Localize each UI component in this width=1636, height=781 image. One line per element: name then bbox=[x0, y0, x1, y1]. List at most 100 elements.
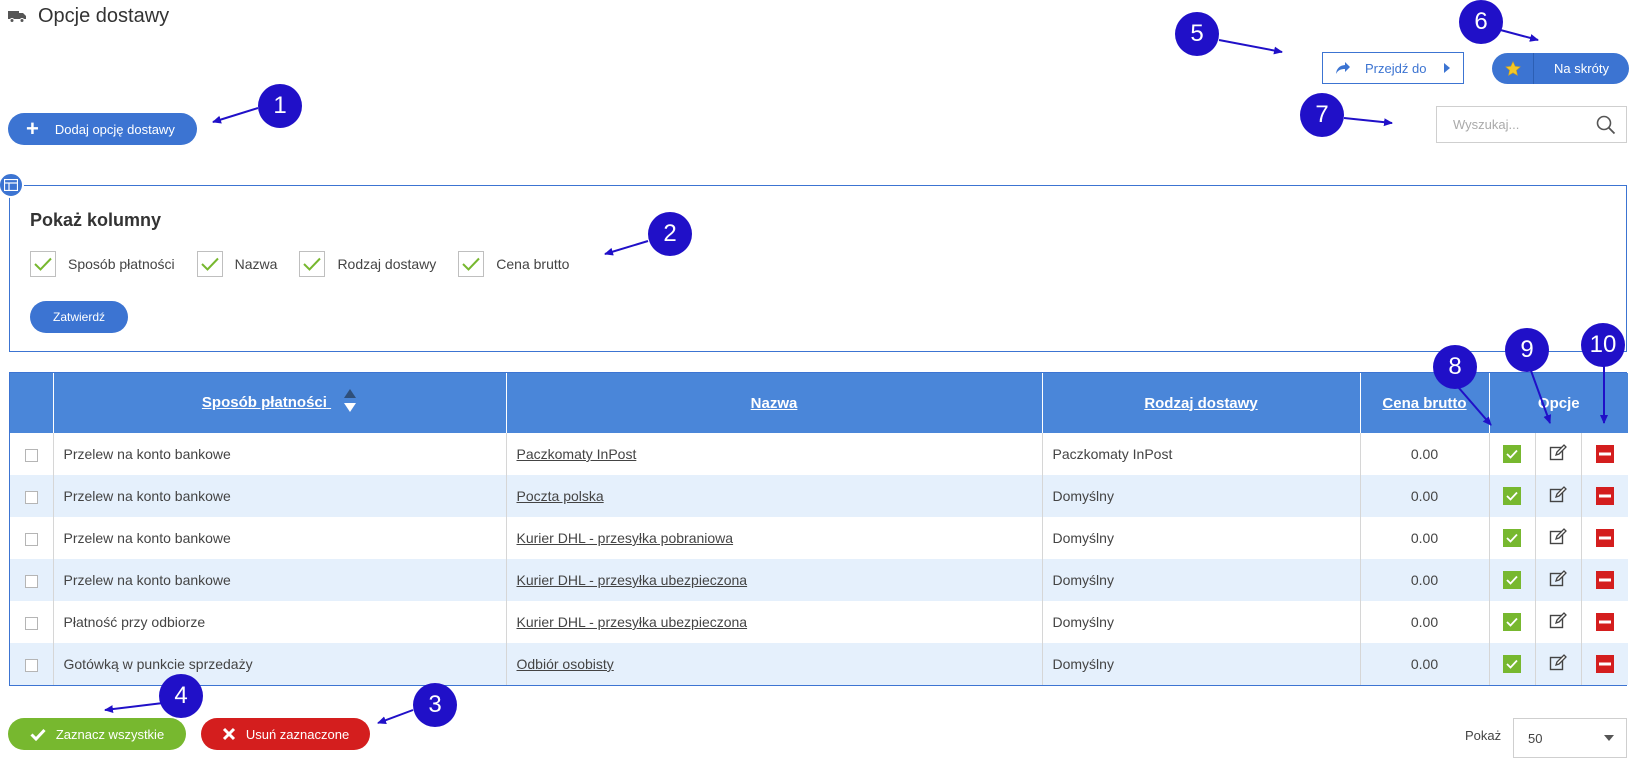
name-link[interactable]: Kurier DHL - przesyłka ubezpieczona bbox=[516, 572, 748, 588]
price-cell: 0.00 bbox=[1360, 433, 1490, 475]
callout-2: 2 bbox=[648, 212, 692, 256]
columns-panel: Pokaż kolumny Sposób płatności Nazwa Rod… bbox=[0, 172, 1627, 352]
name-link[interactable]: Paczkomaty InPost bbox=[516, 446, 637, 462]
check-icon bbox=[462, 257, 480, 271]
edit-cell bbox=[1535, 601, 1582, 643]
edit-icon[interactable] bbox=[1549, 527, 1567, 546]
column-toggle-label: Rodzaj dostawy bbox=[337, 256, 437, 272]
goto-label: Przejdź do bbox=[1365, 60, 1427, 76]
name-cell: Kurier DHL - przesyłka pobraniowa bbox=[506, 517, 1043, 559]
row-checkbox[interactable] bbox=[24, 490, 38, 504]
check-icon bbox=[303, 257, 322, 271]
sort-icon[interactable] bbox=[343, 388, 357, 414]
price-cell: 0.00 bbox=[1360, 601, 1490, 643]
name-link[interactable]: Poczta polska bbox=[516, 488, 604, 504]
column-toggle-name[interactable]: Nazwa bbox=[196, 251, 278, 277]
edit-icon[interactable] bbox=[1549, 653, 1567, 672]
add-delivery-option-label: Dodaj opcję dostawy bbox=[54, 121, 175, 137]
select-all-label: Zaznacz wszystkie bbox=[55, 726, 165, 742]
active-check-icon[interactable] bbox=[1503, 655, 1521, 674]
row-select-cell bbox=[10, 517, 54, 559]
header-name[interactable]: Nazwa bbox=[506, 373, 1043, 433]
column-toggle-price[interactable]: Cena brutto bbox=[458, 251, 569, 277]
checkbox[interactable] bbox=[196, 251, 223, 277]
edit-icon[interactable] bbox=[1549, 569, 1567, 588]
table-row: Gotówką w punkcie sprzedaży Odbiór osobi… bbox=[10, 643, 1628, 685]
page-size-select[interactable]: 50 bbox=[1513, 718, 1627, 758]
shortcuts-button[interactable]: Na skróty bbox=[1492, 53, 1629, 84]
delivery-cell: Paczkomaty InPost bbox=[1042, 433, 1361, 475]
delivery-cell: Domyślny bbox=[1042, 517, 1361, 559]
active-check-icon[interactable] bbox=[1503, 571, 1521, 590]
edit-icon[interactable] bbox=[1549, 611, 1567, 630]
column-toggle-delivery[interactable]: Rodzaj dostawy bbox=[299, 251, 436, 277]
callout-arrow-3 bbox=[377, 709, 414, 724]
edit-icon[interactable] bbox=[1549, 485, 1567, 504]
column-toggle-label: Cena brutto bbox=[496, 256, 570, 272]
row-checkbox[interactable] bbox=[24, 616, 38, 630]
callout-arrow-5 bbox=[1218, 39, 1283, 55]
delete-icon[interactable] bbox=[1595, 487, 1614, 506]
checkbox[interactable] bbox=[30, 251, 56, 277]
row-checkbox[interactable] bbox=[24, 532, 38, 546]
delete-icon[interactable] bbox=[1595, 613, 1614, 632]
row-checkbox[interactable] bbox=[24, 658, 38, 672]
delete-icon[interactable] bbox=[1595, 529, 1614, 548]
goto-button[interactable]: Przejdź do bbox=[1322, 52, 1464, 84]
delete-icon[interactable] bbox=[1595, 571, 1614, 590]
truck-icon bbox=[8, 11, 26, 23]
delete-selected-button[interactable]: Usuń zaznaczone bbox=[201, 718, 370, 750]
name-cell: Kurier DHL - przesyłka ubezpieczona bbox=[506, 559, 1043, 601]
header-options: Opcje bbox=[1537, 394, 1580, 412]
callout-4: 4 bbox=[159, 674, 203, 718]
plus-icon: + bbox=[26, 116, 39, 141]
name-cell: Paczkomaty InPost bbox=[506, 433, 1043, 475]
payment-cell: Płatność przy odbiorze bbox=[53, 601, 507, 643]
name-link[interactable]: Kurier DHL - przesyłka ubezpieczona bbox=[516, 614, 748, 630]
name-link[interactable]: Kurier DHL - przesyłka pobraniowa bbox=[516, 530, 734, 546]
header-select bbox=[10, 373, 54, 433]
delete-cell bbox=[1581, 475, 1628, 517]
page-title: Opcje dostawy bbox=[38, 4, 170, 27]
edit-cell bbox=[1535, 559, 1582, 601]
check-icon bbox=[34, 257, 52, 271]
delete-cell bbox=[1581, 559, 1628, 601]
close-icon bbox=[222, 727, 235, 741]
column-toggle-payment[interactable]: Sposób płatności bbox=[30, 251, 175, 277]
search-icon[interactable] bbox=[1596, 115, 1616, 135]
search-input[interactable] bbox=[1451, 116, 1596, 133]
callout-6: 6 bbox=[1459, 0, 1503, 44]
active-check-icon[interactable] bbox=[1503, 487, 1521, 506]
header-delivery[interactable]: Rodzaj dostawy bbox=[1042, 373, 1361, 433]
name-cell: Poczta polska bbox=[506, 475, 1043, 517]
select-all-button[interactable]: Zaznacz wszystkie bbox=[8, 718, 186, 750]
header-payment[interactable]: Sposób płatności bbox=[53, 373, 507, 433]
row-select-cell bbox=[10, 559, 54, 601]
check-icon bbox=[200, 257, 219, 271]
delivery-cell: Domyślny bbox=[1042, 475, 1361, 517]
edit-icon[interactable] bbox=[1549, 443, 1567, 462]
confirm-columns-button[interactable]: Zatwierdź bbox=[30, 301, 128, 333]
caret-right-icon bbox=[1444, 63, 1450, 73]
activate-cell bbox=[1489, 559, 1536, 601]
table-row: Płatność przy odbiorze Kurier DHL - prze… bbox=[10, 601, 1628, 643]
active-check-icon[interactable] bbox=[1503, 613, 1521, 632]
payment-cell: Przelew na konto bankowe bbox=[53, 475, 507, 517]
name-link[interactable]: Odbiór osobisty bbox=[516, 656, 614, 672]
delivery-cell: Domyślny bbox=[1042, 601, 1361, 643]
row-select-cell bbox=[10, 433, 54, 475]
activate-cell bbox=[1489, 433, 1536, 475]
add-delivery-option-button[interactable]: + Dodaj opcję dostawy bbox=[8, 113, 197, 145]
active-check-icon[interactable] bbox=[1503, 445, 1521, 464]
payment-cell: Przelew na konto bankowe bbox=[53, 433, 507, 475]
shortcuts-label: Na skróty bbox=[1554, 61, 1609, 76]
column-toggle-label: Sposób płatności bbox=[68, 256, 175, 272]
delete-icon[interactable] bbox=[1595, 445, 1614, 464]
column-toggle-label: Nazwa bbox=[234, 256, 278, 272]
active-check-icon[interactable] bbox=[1503, 529, 1521, 548]
checkbox[interactable] bbox=[299, 251, 326, 277]
row-checkbox[interactable] bbox=[24, 448, 38, 462]
delete-icon[interactable] bbox=[1595, 655, 1614, 674]
row-checkbox[interactable] bbox=[24, 574, 38, 588]
checkbox[interactable] bbox=[458, 251, 485, 277]
